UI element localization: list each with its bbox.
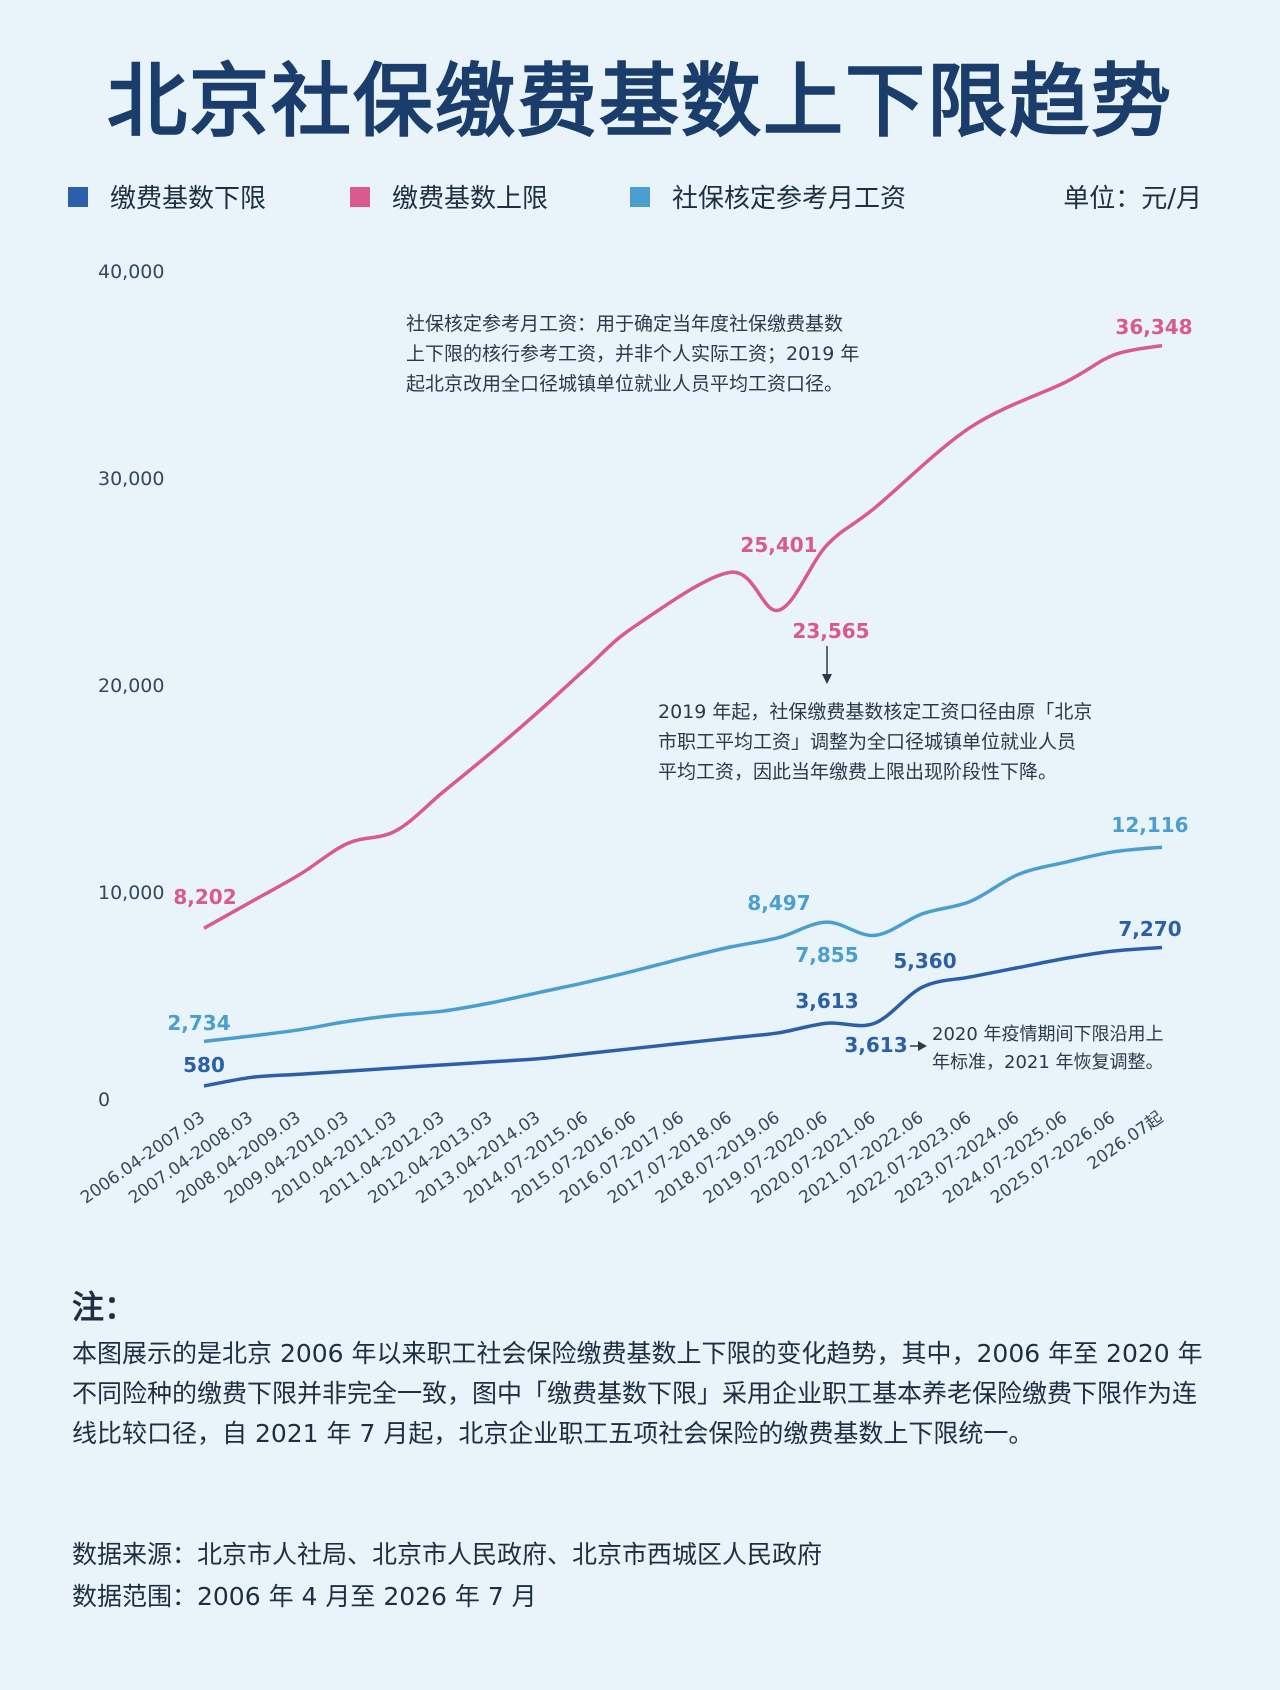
series-line-lower	[203, 945, 1163, 1088]
data-range: 数据范围：2006 年 4 月至 2026 年 7 月	[72, 1582, 537, 1611]
annotation-arrowhead	[822, 674, 832, 684]
annotation-text: 年标准，2021 年恢复调整。	[932, 1052, 1164, 1073]
data-label: 25,401	[740, 533, 817, 557]
annotation-text: 平均工资，因此当年缴费上限出现阶段性下降。	[658, 761, 1057, 783]
y-tick-label: 20,000	[98, 675, 164, 697]
annotation-arrowhead	[918, 1041, 927, 1051]
legend-item-upper: 缴费基数上限	[350, 178, 548, 215]
legend-swatch-lower	[68, 186, 88, 207]
data-label: 8,202	[173, 885, 236, 909]
legend-label-reference: 社保核定参考月工资	[672, 184, 907, 214]
chart-legend: 缴费基数下限 缴费基数上限 社保核定参考月工资 单位：元/月	[68, 178, 1202, 214]
legend-item-lower: 缴费基数下限	[68, 178, 266, 215]
data-label: 2,734	[167, 1011, 230, 1035]
data-label: 5,360	[893, 949, 956, 973]
annotation-text: 社保核定参考月工资：用于确定当年度社保缴费基数	[406, 313, 843, 335]
legend-swatch-upper	[350, 186, 370, 207]
annotation-text: 上下限的核行参考工资，并非个人实际工资；2019 年	[406, 343, 859, 365]
data-source: 数据来源：北京市人社局、北京市人民政府、北京市西城区人民政府	[72, 1540, 823, 1569]
annotation-text: 起北京改用全口径城镇单位就业人员平均工资口径。	[406, 373, 843, 395]
y-tick-label: 0	[98, 1089, 110, 1111]
data-label: 580	[183, 1053, 225, 1077]
data-label: 3,613	[844, 1033, 907, 1057]
y-tick-label: 30,000	[98, 468, 164, 490]
data-label: 12,116	[1111, 813, 1188, 837]
note-title: 注：	[72, 1288, 137, 1326]
data-label: 23,565	[792, 619, 869, 643]
unit-label: 单位：元/月	[1063, 184, 1202, 214]
legend-label-lower: 缴费基数下限	[110, 184, 267, 214]
footer: 数据来源：北京市人社局、北京市人民政府、北京市西城区人民政府 数据范围：2006…	[72, 1534, 822, 1618]
annotation-text: 2019 年起，社保缴费基数核定工资口径由原「北京	[658, 701, 1092, 723]
page-title: 北京社保缴费基数上下限趋势	[107, 55, 1173, 148]
data-label: 36,348	[1115, 315, 1192, 339]
data-label: 8,497	[747, 891, 810, 915]
legend-swatch-reference	[630, 186, 650, 207]
annotation-text: 2020 年疫情期间下限沿用上	[932, 1024, 1164, 1045]
data-label: 7,855	[795, 943, 858, 967]
note-body: 本图展示的是北京 2006 年以来职工社会保险缴费基数上下限的变化趋势，其中，2…	[72, 1339, 1203, 1448]
legend-item-reference: 社保核定参考月工资	[630, 178, 906, 215]
y-tick-label: 10,000	[98, 882, 164, 904]
annotation-text: 市职工平均工资」调整为全口径城镇单位就业人员	[658, 731, 1076, 753]
y-tick-label: 40,000	[98, 261, 164, 283]
data-label: 7,270	[1118, 917, 1181, 941]
series-line-reference	[203, 845, 1163, 1044]
legend-label-upper: 缴费基数上限	[392, 184, 549, 214]
data-label: 3,613	[795, 989, 858, 1013]
series-line-upper	[203, 343, 1163, 930]
